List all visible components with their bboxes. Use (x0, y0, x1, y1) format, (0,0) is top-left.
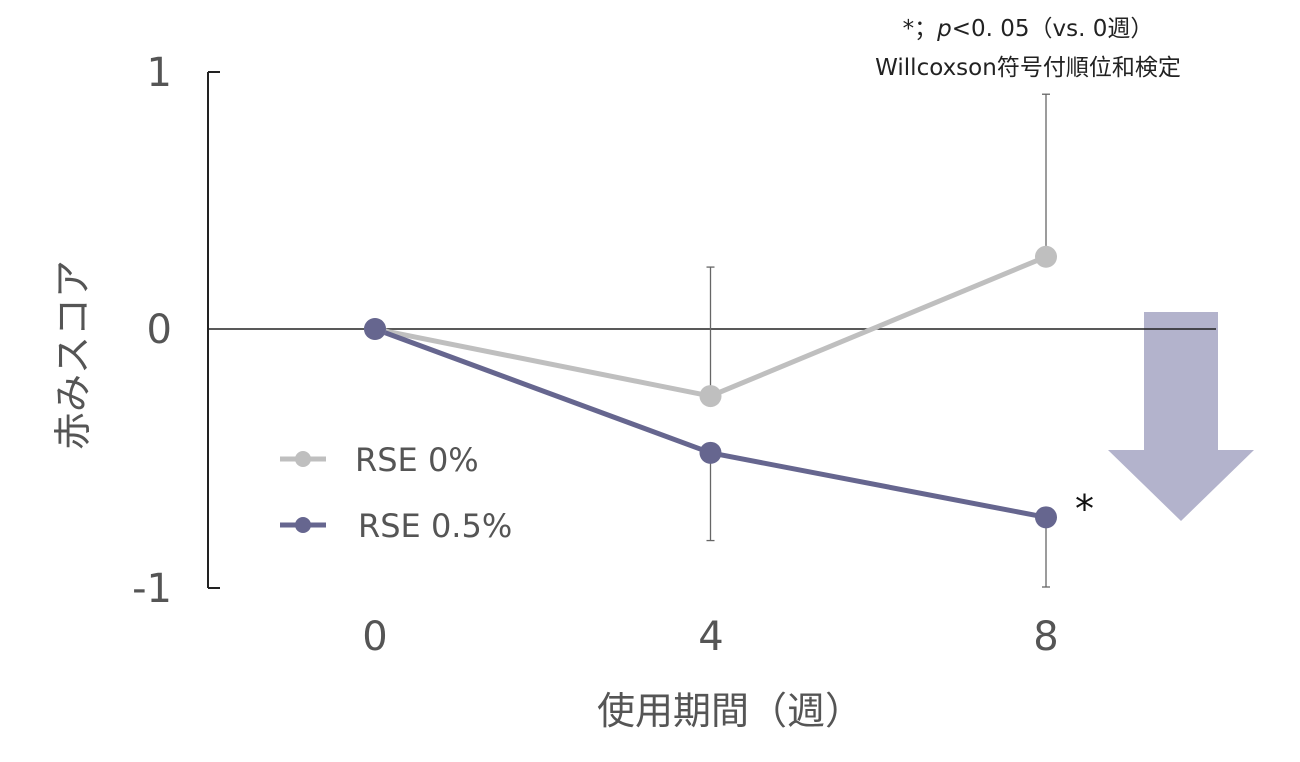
x-tick-label: 4 (698, 614, 723, 660)
data-point (699, 385, 722, 408)
legend-swatch-marker (295, 517, 311, 533)
y-axis-title: 赤みスコア (51, 260, 95, 450)
note-prefix: *； (903, 16, 938, 42)
data-point (1035, 506, 1057, 529)
x-tick-label: 8 (1033, 614, 1058, 660)
legend-label: RSE 0.5% (358, 507, 512, 545)
legend-label: RSE 0% (355, 441, 479, 479)
decrease-arrow-icon (1108, 312, 1254, 521)
significance-note-line2: Willcoxson符号付順位和検定 (875, 55, 1181, 81)
y-tick-label: 1 (147, 50, 172, 96)
x-axis-title: 使用期間（週） (597, 689, 863, 733)
y-tick-label: 0 (147, 307, 172, 353)
legend-swatch-marker (295, 451, 311, 467)
plot-area (364, 93, 1057, 588)
y-tick-label: -1 (132, 566, 172, 612)
data-point (364, 318, 386, 340)
significance-note-line1: *；p<0. 05（vs. 0週） (903, 16, 1154, 42)
data-point (1035, 245, 1057, 268)
x-tick-label: 0 (362, 614, 387, 660)
significance-marker: * (1075, 487, 1094, 531)
data-point (699, 441, 722, 464)
note-p-value-symbol: p (936, 16, 952, 42)
note-threshold: <0. 05（vs. 0週） (952, 16, 1154, 42)
